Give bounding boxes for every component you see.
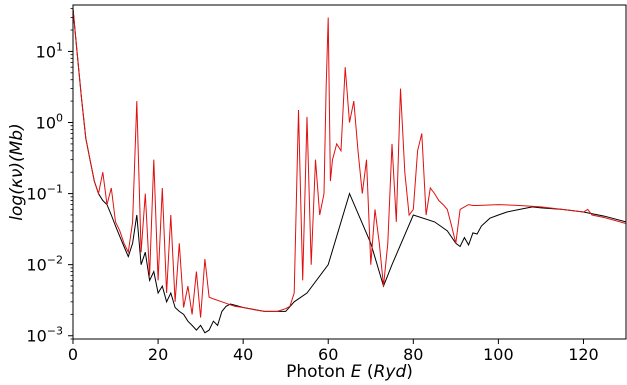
y-tick-label: 10−3 <box>26 325 63 346</box>
y-axis-title: log(κν)(Mb) <box>7 123 27 220</box>
x-tick-label: 60 <box>318 345 338 364</box>
x-tick-label: 80 <box>403 345 423 364</box>
x-axis-title: Photon E (Ryd) <box>286 362 413 382</box>
plot-frame <box>72 4 627 340</box>
y-tick-label: 10−1 <box>26 183 63 204</box>
x-tick-label: 20 <box>148 345 168 364</box>
x-tick-label: 40 <box>233 345 253 364</box>
series-layer <box>73 8 626 334</box>
x-tick-label: 120 <box>568 345 599 364</box>
y-axis: 10−3 10−2 10−1 100 101 <box>26 8 73 346</box>
x-tick-label: 0 <box>68 345 78 364</box>
y-tick-label: 101 <box>36 40 63 61</box>
series-line-0 <box>73 8 626 334</box>
x-tick-label: 100 <box>483 345 514 364</box>
y-tick-label: 100 <box>36 112 63 133</box>
y-tick-label: 10−2 <box>26 254 63 275</box>
x-axis: 0 20 40 60 80 100 120 <box>68 339 599 364</box>
series-line-1 <box>73 8 626 318</box>
